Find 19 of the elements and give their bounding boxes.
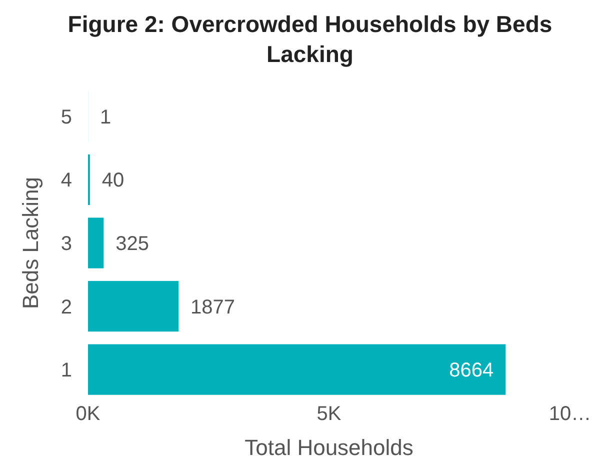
x-tick-label: 0K bbox=[76, 403, 101, 425]
y-axis-title: Beds Lacking bbox=[18, 176, 43, 310]
bar bbox=[88, 344, 506, 395]
y-tick-label: 1 bbox=[60, 360, 72, 382]
bar bbox=[88, 218, 104, 268]
data-label: 40 bbox=[102, 170, 124, 192]
y-tick-label: 3 bbox=[60, 233, 72, 255]
x-tick-label: 5K bbox=[316, 403, 342, 425]
data-label: 8664 bbox=[449, 360, 494, 382]
data-label: 1877 bbox=[190, 296, 235, 318]
y-tick-label: 4 bbox=[60, 170, 72, 192]
x-tick-label: 10… bbox=[548, 403, 592, 425]
y-tick-label: 5 bbox=[60, 106, 72, 128]
data-label: 1 bbox=[100, 106, 112, 128]
chart-title: Figure 2: Overcrowded Households by Beds Lacking bbox=[68, 11, 552, 67]
x-axis-title: Total Households bbox=[244, 435, 414, 460]
y-tick-label: 2 bbox=[60, 296, 72, 318]
data-label: 325 bbox=[116, 233, 150, 255]
bar bbox=[88, 280, 178, 332]
